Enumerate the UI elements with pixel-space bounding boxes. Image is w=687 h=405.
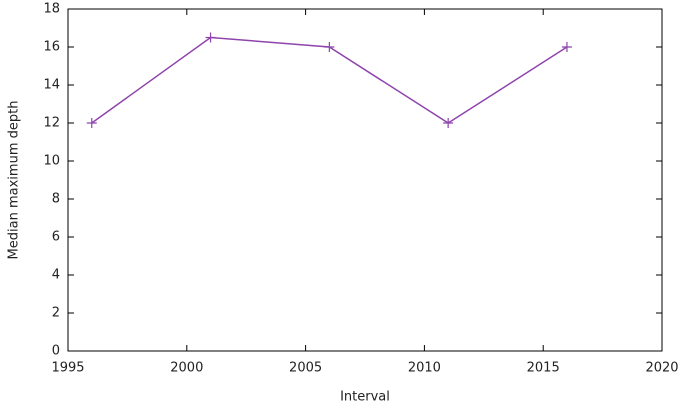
y-tick-label: 2 [52, 306, 60, 321]
x-axis-label: Interval [340, 390, 390, 405]
x-tick-label: 2000 [170, 361, 203, 376]
y-tick-label: 12 [43, 116, 60, 131]
x-tick-label: 2015 [527, 361, 560, 376]
y-tick-label: 6 [52, 230, 60, 245]
y-tick-label: 18 [43, 2, 60, 17]
y-tick-label: 8 [52, 192, 60, 207]
point-marker [86, 118, 97, 128]
x-tick-label: 2005 [289, 361, 322, 376]
point-marker [443, 118, 454, 128]
x-tick-label: 2020 [645, 361, 678, 376]
y-tick-label: 14 [43, 78, 60, 93]
point-marker [324, 42, 335, 52]
y-tick-label: 4 [52, 268, 60, 283]
plot-frame [67, 8, 663, 352]
x-tick-label: 2010 [408, 361, 441, 376]
point-marker [205, 32, 216, 43]
y-tick-label: 10 [43, 154, 60, 169]
y-tick-label: 0 [52, 344, 60, 359]
point-marker [561, 42, 572, 52]
y-axis-label: Median maximum depth [7, 101, 22, 260]
x-tick-label: 1995 [51, 361, 84, 376]
y-tick-label: 16 [43, 40, 60, 55]
